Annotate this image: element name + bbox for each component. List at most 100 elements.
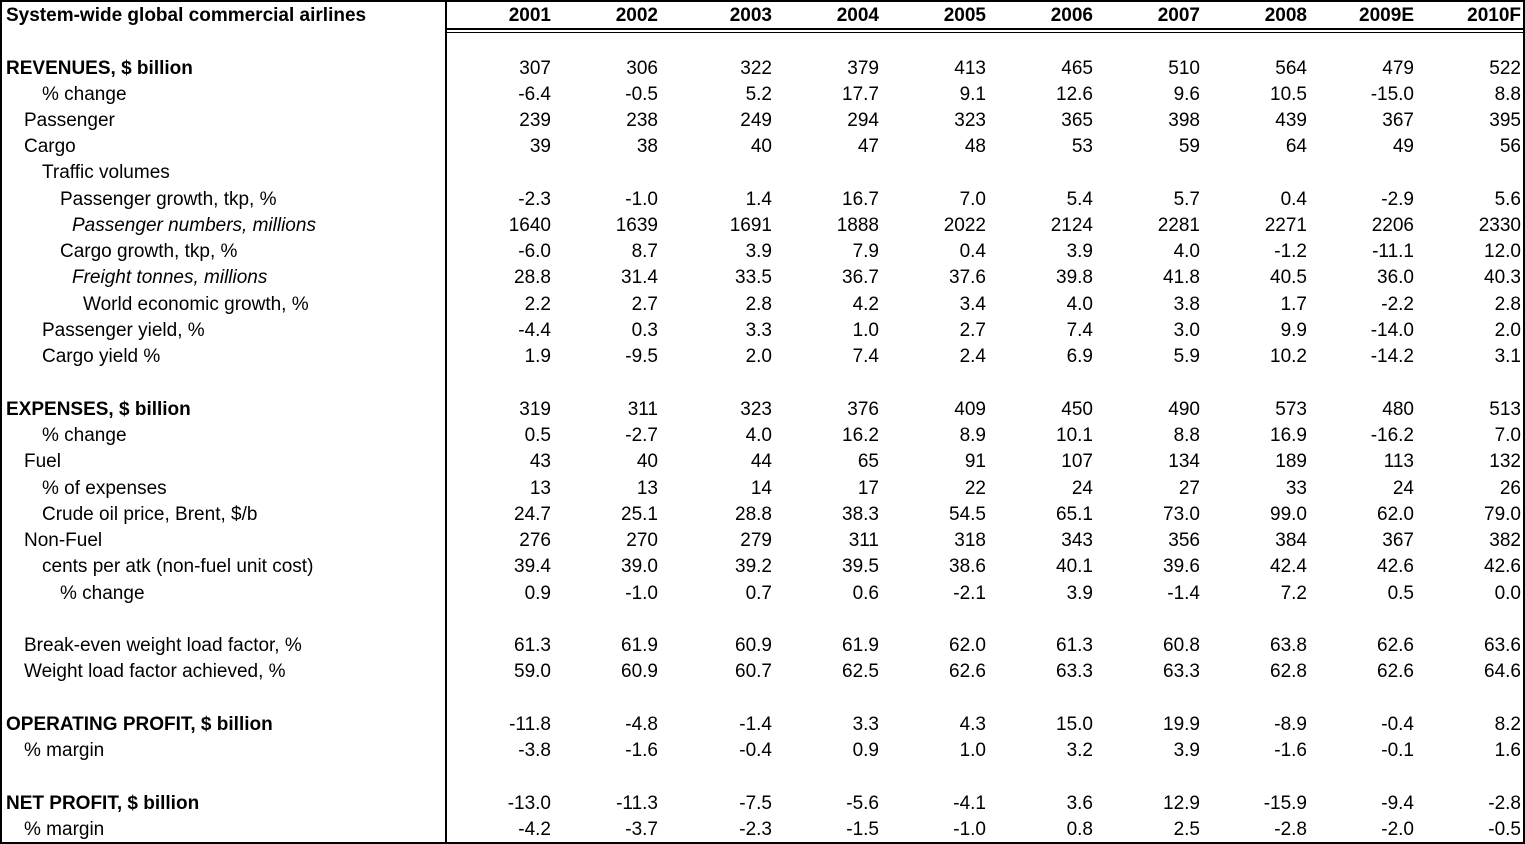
value-cell: -2.0: [1381, 819, 1414, 840]
value-cell: 22: [964, 478, 986, 499]
value-cell: 37.6: [949, 267, 986, 288]
value-cell: -1.0: [625, 189, 658, 210]
table-row: Freight tonnes, millions 28.8 31.4 33.5 36.7…: [2, 265, 1523, 291]
value-cell: 25.1: [621, 504, 658, 525]
row-label: Passenger yield, %: [42, 320, 205, 341]
table-row: Break-even weight load factor, % 61.3 61.9…: [2, 633, 1523, 659]
row-label: Weight load factor achieved, %: [24, 661, 286, 682]
value-cell: -1.2: [1274, 241, 1307, 262]
value-cell: 61.9: [842, 635, 879, 656]
header-rule-secondary: [447, 32, 1523, 33]
row-label: % of expenses: [42, 478, 167, 499]
table-row: Fuel 43 40 44 65 91 107 134 189 113 132: [2, 449, 1523, 475]
row-label: Break-even weight load factor, %: [24, 635, 302, 656]
value-cell: 10.1: [1056, 425, 1093, 446]
year-header: 2006: [1050, 5, 1093, 26]
value-cell: 365: [1061, 110, 1093, 131]
value-cell: 7.9: [852, 241, 879, 262]
value-cell: 306: [626, 58, 658, 79]
table-row: Passenger numbers, millions 1640 1639 1691 1…: [2, 213, 1523, 239]
value-cell: 63.3: [1056, 661, 1093, 682]
header-row: System-wide global commercial airlines 2…: [2, 3, 1523, 29]
value-cell: -6.4: [518, 84, 551, 105]
value-cell: 513: [1489, 399, 1521, 420]
value-cell: -2.8: [1274, 819, 1307, 840]
value-cell: 5.6: [1494, 189, 1521, 210]
value-cell: 28.8: [514, 267, 551, 288]
table-row: % change 0.5 -2.7 4.0 16.2 8.9 10.1 8.8 16.9 -16.…: [2, 423, 1523, 449]
value-cell: -1.4: [739, 714, 772, 735]
value-cell: 0.4: [959, 241, 986, 262]
value-cell: 99.0: [1270, 504, 1307, 525]
value-cell: -1.4: [1167, 583, 1200, 604]
value-cell: 60.8: [1163, 635, 1200, 656]
value-cell: 0.6: [852, 583, 879, 604]
value-cell: -15.0: [1370, 84, 1414, 105]
value-cell: 510: [1168, 58, 1200, 79]
value-cell: 12.6: [1056, 84, 1093, 105]
value-cell: 238: [626, 110, 658, 131]
value-cell: -11.1: [1372, 241, 1414, 262]
value-cell: 28.8: [735, 504, 772, 525]
value-cell: 7.4: [1066, 320, 1093, 341]
year-header: 2003: [729, 5, 772, 26]
value-cell: 2.4: [959, 346, 986, 367]
table-row: % margin -4.2 -3.7 -2.3 -1.5 -1.0 0.8 2.5 -2.8 -2…: [2, 817, 1523, 843]
row-label: Fuel: [24, 451, 61, 472]
value-cell: 36.7: [842, 267, 879, 288]
value-cell: 1.0: [959, 740, 986, 761]
value-cell: 9.9: [1280, 320, 1307, 341]
value-cell: 47: [857, 136, 879, 157]
value-cell: 1.7: [1280, 294, 1307, 315]
value-cell: 134: [1168, 451, 1200, 472]
value-cell: 0.5: [524, 425, 551, 446]
row-label: Passenger growth, tkp, %: [60, 189, 277, 210]
value-cell: -0.5: [1488, 819, 1521, 840]
value-cell: 311: [848, 530, 879, 551]
value-cell: 239: [519, 110, 551, 131]
value-cell: 413: [954, 58, 986, 79]
value-cell: -4.4: [518, 320, 551, 341]
value-cell: 2.0: [745, 346, 772, 367]
value-cell: 38.6: [949, 556, 986, 577]
year-header: 2004: [836, 5, 879, 26]
value-cell: 8.9: [959, 425, 986, 446]
value-cell: 132: [1489, 451, 1521, 472]
value-cell: 79.0: [1484, 504, 1521, 525]
value-cell: -0.5: [625, 84, 658, 105]
table-row: % change -6.4 -0.5 5.2 17.7 9.1 12.6 9.6 10.5 -15…: [2, 82, 1523, 108]
value-cell: 376: [847, 399, 879, 420]
table-row: EXPENSES, $ billion 319 311 323 376 409 450 490…: [2, 397, 1523, 423]
value-cell: 465: [1061, 58, 1093, 79]
value-cell: 40.1: [1056, 556, 1093, 577]
value-cell: 39.4: [514, 556, 551, 577]
value-cell: 13: [636, 478, 658, 499]
value-cell: 367: [1382, 110, 1414, 131]
value-cell: 24.7: [514, 504, 551, 525]
value-cell: 4.2: [852, 294, 879, 315]
table-row: Weight load factor achieved, % 59.0 60.9 60…: [2, 659, 1523, 685]
value-cell: -11.3: [616, 793, 658, 814]
value-cell: 63.8: [1270, 635, 1307, 656]
row-label: Cargo growth, tkp, %: [60, 241, 238, 262]
value-cell: 12.0: [1484, 241, 1521, 262]
value-cell: 26: [1499, 478, 1521, 499]
value-cell: 17.7: [842, 84, 879, 105]
value-cell: 41.8: [1163, 267, 1200, 288]
value-cell: 48: [964, 136, 986, 157]
value-cell: 3.3: [745, 320, 772, 341]
table-row: World economic growth, % 2.2 2.7 2.8 4.2 3.4 4…: [2, 292, 1523, 318]
value-cell: 3.2: [1066, 740, 1093, 761]
row-label: Crude oil price, Brent, $/b: [42, 504, 258, 525]
row-label: % margin: [24, 740, 105, 761]
value-cell: -7.5: [739, 793, 772, 814]
value-cell: 107: [1061, 451, 1093, 472]
table-row: NET PROFIT, $ billion -13.0 -11.3 -7.5 -5.6 -…: [2, 791, 1523, 817]
value-cell: 249: [740, 110, 772, 131]
value-cell: 38.3: [842, 504, 879, 525]
value-cell: 59.0: [514, 661, 551, 682]
value-cell: 1691: [729, 215, 772, 236]
value-cell: 7.2: [1280, 583, 1307, 604]
table-row: Traffic volumes: [2, 160, 1523, 186]
